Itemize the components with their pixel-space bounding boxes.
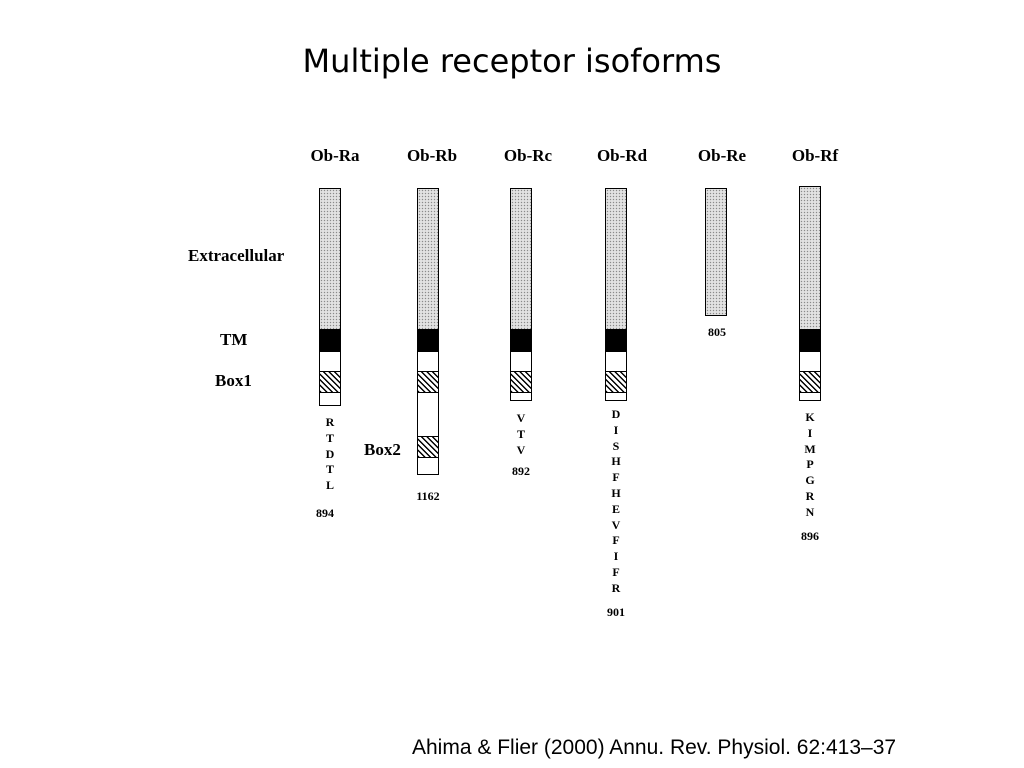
intracellular-segment xyxy=(605,392,627,401)
box1-motif xyxy=(319,371,341,393)
label-box1: Box1 xyxy=(215,371,252,390)
intracellular-segment xyxy=(319,351,341,372)
residue: V xyxy=(516,411,526,425)
isoform-name-ob-rd: Ob-Rd xyxy=(596,146,648,165)
isoform-name-ob-ra: Ob-Ra xyxy=(310,146,360,165)
transmembrane-domain xyxy=(799,329,821,352)
intracellular-segment xyxy=(417,457,439,475)
extracellular-domain xyxy=(799,186,821,330)
isoform-name-ob-rf: Ob-Rf xyxy=(791,146,839,165)
residue: I xyxy=(613,549,619,564)
residue: P xyxy=(806,457,814,472)
extracellular-domain xyxy=(605,188,627,330)
residue: V xyxy=(611,517,621,532)
residue: K xyxy=(805,410,815,424)
label-box2: Box2 xyxy=(364,440,401,459)
intracellular-segment xyxy=(510,351,532,372)
residue: H xyxy=(611,454,621,469)
length-ob-rc: 892 xyxy=(512,464,530,478)
isoform-name-ob-re: Ob-Re xyxy=(697,146,747,165)
tail-sequence-ob-rd: D I S H F H E V F I F R xyxy=(601,407,631,597)
intracellular-segment xyxy=(605,351,627,372)
residue: H xyxy=(611,485,621,500)
residue: F xyxy=(612,564,620,579)
intracellular-segment xyxy=(799,392,821,401)
residue: G xyxy=(805,473,815,488)
residue: T xyxy=(325,430,334,445)
intracellular-segment xyxy=(510,392,532,401)
transmembrane-domain xyxy=(319,329,341,352)
residue: I xyxy=(613,422,619,437)
transmembrane-domain xyxy=(605,329,627,352)
residue: S xyxy=(612,438,620,453)
residue: I xyxy=(807,425,813,440)
length-ob-rf: 896 xyxy=(801,529,819,543)
extracellular-domain xyxy=(319,188,341,330)
intracellular-segment xyxy=(417,392,439,437)
residue: D xyxy=(325,446,335,461)
residue: V xyxy=(516,442,526,457)
length-ob-rd: 901 xyxy=(607,605,625,619)
residue: M xyxy=(804,441,816,456)
tail-sequence-ob-rf: K I M P G R N xyxy=(795,410,825,521)
residue: F xyxy=(612,533,620,548)
residue: L xyxy=(325,478,334,493)
box1-motif xyxy=(605,371,627,393)
box2-motif xyxy=(417,436,439,458)
intracellular-segment xyxy=(417,351,439,372)
residue: R xyxy=(611,580,621,595)
slide-title: Multiple receptor isoforms xyxy=(302,42,722,80)
residue: N xyxy=(805,504,815,519)
transmembrane-domain xyxy=(417,329,439,352)
residue: R xyxy=(325,415,335,429)
length-ob-ra: 894 xyxy=(316,506,334,520)
tail-sequence-ob-ra: R T D T L xyxy=(315,415,345,494)
transmembrane-domain xyxy=(510,329,532,352)
label-tm: TM xyxy=(220,330,248,349)
residue: E xyxy=(611,501,620,516)
intracellular-segment xyxy=(799,351,821,372)
extracellular-domain xyxy=(417,188,439,330)
residue: R xyxy=(805,488,815,503)
residue: F xyxy=(612,470,620,485)
box1-motif xyxy=(417,371,439,393)
residue: T xyxy=(516,426,525,441)
label-extracellular: Extracellular xyxy=(188,246,285,265)
residue: D xyxy=(611,407,621,421)
extracellular-domain xyxy=(705,188,727,316)
length-ob-rb: 1162 xyxy=(416,489,440,503)
tail-sequence-ob-rc: V T V xyxy=(506,411,536,458)
isoform-name-ob-rc: Ob-Rc xyxy=(503,146,553,165)
extracellular-domain xyxy=(510,188,532,330)
box1-motif xyxy=(510,371,532,393)
intracellular-segment xyxy=(319,392,341,406)
citation: Ahima & Flier (2000) Annu. Rev. Physiol.… xyxy=(412,736,897,759)
residue: T xyxy=(325,462,334,477)
length-ob-re: 805 xyxy=(708,325,726,339)
box1-motif xyxy=(799,371,821,393)
isoform-name-ob-rb: Ob-Rb xyxy=(406,146,458,165)
